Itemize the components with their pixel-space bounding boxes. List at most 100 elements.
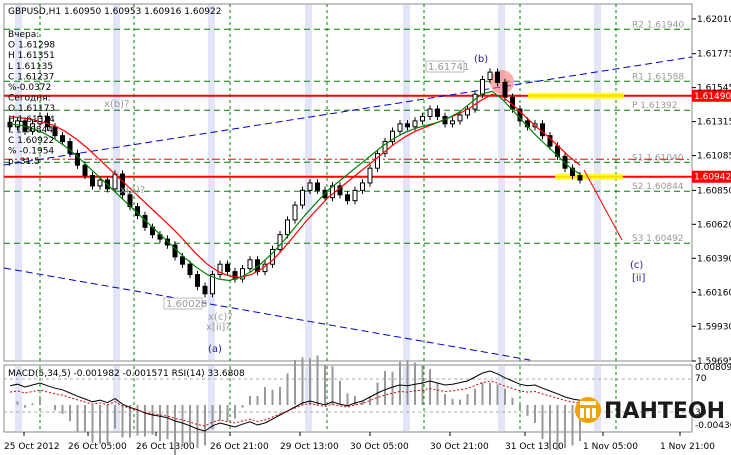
y-tick-label: 1.60620: [697, 220, 731, 230]
candle-body: [15, 120, 20, 128]
session-band: [305, 366, 312, 431]
rsi-line: [9, 370, 581, 432]
candle-body: [345, 194, 350, 202]
candle-body: [420, 115, 425, 122]
candle-body: [540, 123, 545, 137]
x-tick-label: 29 Oct 13:00: [280, 442, 339, 452]
y-tick-label: 1.61315: [697, 118, 731, 128]
x-tick-label: 30 Oct 21:00: [430, 442, 489, 452]
wave-label: x(b)?: [104, 99, 129, 110]
x-tick-label: 26 Oct 13:00: [136, 442, 195, 452]
pivot-label: R2 1.61940: [632, 20, 684, 30]
info-line: O 1.61173: [8, 104, 55, 114]
pivot-highlight: [490, 70, 514, 94]
pivot-label: S3 1.60492: [632, 234, 684, 244]
candle-body: [457, 114, 463, 122]
candle-body: [315, 182, 320, 191]
candle-body: [360, 182, 365, 191]
pivot-label: S1 1.61040: [632, 153, 684, 163]
info-line: % -0.1954: [8, 147, 54, 157]
x-tick-label: 25 Oct 2012: [4, 442, 60, 452]
info-line: H 1.61351: [8, 51, 55, 61]
y-tick-label: 1.59695: [697, 357, 731, 367]
candle-body: [300, 189, 305, 206]
session-band: [208, 5, 215, 361]
candle-body: [45, 115, 50, 128]
info-line: H 1.61324: [8, 115, 55, 125]
macd-signal-line: [9, 380, 581, 427]
indicator-axis-label: 30: [695, 408, 707, 418]
price-note-box: [163, 297, 203, 310]
candle-body: [180, 256, 185, 265]
y-tick-label: 1.61775: [697, 50, 731, 60]
candle-body: [570, 167, 575, 177]
indicator-axis-label: 0.008098: [695, 363, 731, 373]
x-tick-label: 1 Nov 21:00: [660, 442, 715, 452]
candle-body: [60, 135, 65, 143]
candle-body: [225, 263, 230, 273]
candle-body: [232, 271, 238, 280]
y-tick-label: 1.60160: [697, 288, 731, 298]
candle-body: [435, 108, 440, 117]
session-band: [498, 5, 505, 361]
candle-body: [187, 263, 193, 276]
price-note: 1.61741: [428, 62, 469, 73]
x-tick-label: 1 Nov 05:00: [583, 442, 638, 452]
info-line: %-0.0372: [8, 83, 51, 93]
pivot-label: R1 1.61588: [632, 72, 684, 82]
svg-text:ПАНТЕОН: ПАНТЕОН: [604, 399, 725, 424]
candle-body: [195, 274, 200, 287]
wave-label: (a): [208, 344, 222, 355]
indicator-axis-label: -0.00436: [695, 421, 731, 431]
key-level-highlight: [555, 173, 623, 180]
session-band: [15, 5, 22, 361]
y-tick-label: 1.61545: [697, 84, 731, 94]
candle-body: [90, 175, 95, 187]
info-line: C 1.61237: [8, 72, 54, 82]
moving-average-red: [9, 93, 581, 279]
wave-label: (c): [630, 260, 643, 271]
session-band: [403, 5, 410, 361]
info-line: C 1.60922: [8, 136, 54, 146]
candle-body: [120, 173, 125, 196]
x-tick-label: 31 Oct 13:00: [505, 442, 564, 452]
y-tick-label: 1.60850: [697, 186, 731, 196]
candle-body: [97, 179, 103, 187]
candle-body: [427, 108, 433, 117]
candle-body: [367, 167, 373, 184]
moving-average-green: [9, 90, 581, 282]
info-line: O 1.61298: [8, 41, 55, 51]
price-tag: [692, 89, 731, 102]
session-band: [208, 366, 215, 431]
candle-body: [240, 268, 245, 280]
info-line: L 1.61135: [8, 62, 53, 72]
y-tick-label: 1.61085: [697, 152, 731, 162]
candle-body: [75, 152, 80, 166]
candle-body: [375, 152, 380, 169]
candle-body: [502, 81, 508, 98]
wave-label: x[ii]?: [206, 322, 231, 333]
candle-body: [37, 115, 43, 125]
pivot-label: P 1.61392: [632, 101, 678, 111]
price-tag: [692, 170, 731, 183]
candle-body: [210, 274, 215, 295]
candle-body: [202, 285, 208, 295]
session-band: [594, 5, 601, 361]
x-tick-label: 26 Oct 05:00: [68, 442, 127, 452]
info-line: p -31.5: [8, 157, 40, 167]
candle-body: [480, 79, 485, 95]
candle-body: [472, 93, 478, 110]
session-band: [113, 366, 120, 431]
wave-label: x(a)?: [120, 185, 145, 196]
candle-body: [382, 141, 388, 154]
price-tag-label: 1.61490: [694, 92, 731, 102]
y-tick-label: 1.60390: [697, 254, 731, 264]
chart-title: GBPUSD,H1 1.60950 1.60953 1.60916 1.6092…: [8, 7, 221, 17]
brand-logo: ПАНТЕОН: [575, 397, 725, 424]
candle-body: [67, 141, 73, 154]
price-note: 1.60020: [166, 299, 207, 310]
candle-body: [487, 71, 493, 81]
y-tick-label: 1.62010: [697, 15, 731, 25]
